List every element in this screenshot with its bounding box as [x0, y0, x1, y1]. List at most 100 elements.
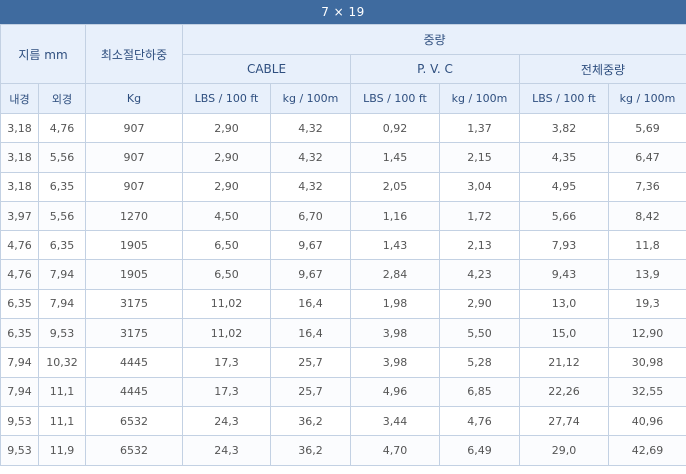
pvc-kg-cell: 2,13: [439, 230, 520, 261]
table-row: 4,76 7,94 1905 6,50 9,67 2,84 4,23 9,43 13,9: [0, 259, 686, 290]
cable-lbs-cell: 17,3: [182, 376, 271, 407]
cable-lbs-cell: 24,3: [182, 405, 271, 437]
table-row: 3,18 6,35 907 2,90 4,32 2,05 3,04 4,95 7,36: [0, 171, 686, 202]
header-total-weight: 전체중량: [518, 54, 686, 84]
header-diameter: 지름 mm: [0, 24, 86, 84]
total-kg-cell: 40,96: [607, 405, 686, 437]
total-lbs-cell: 15,0: [519, 318, 609, 349]
total-kg-cell: 42,69: [607, 435, 686, 466]
inner-diameter-cell: 7,94: [0, 376, 39, 407]
table-row: 7,94 10,32 4445 17,3 25,7 3,98 5,28 21,12 30,98: [0, 347, 686, 378]
total-lbs-cell: 5,66: [519, 200, 609, 232]
total-kg-cell: 13,9: [607, 259, 686, 290]
table-body: 3,18 4,76 907 2,90 4,32 0,92 1,37 3,82 5,69 3,18 5…: [0, 112, 686, 466]
table-row: 7,94 11,1 4445 17,3 25,7 4,96 6,85 22,26 32,55: [0, 376, 686, 407]
pvc-kg-cell: 5,50: [439, 318, 520, 349]
header-total-kg: kg / 100m: [607, 83, 686, 114]
pvc-lbs-cell: 4,70: [350, 435, 440, 466]
pvc-lbs-cell: 3,98: [350, 347, 440, 378]
pvc-lbs-cell: 1,16: [350, 200, 440, 232]
pvc-kg-cell: 6,85: [439, 376, 520, 407]
outer-diameter-cell: 4,76: [38, 112, 86, 144]
table-header: 지름 mm 최소절단하중 중량 CABLE P. V. C 전체중량 내경 외경…: [0, 24, 686, 114]
header-pvc: P. V. C: [350, 54, 520, 84]
total-kg-cell: 7,36: [607, 171, 686, 202]
pvc-kg-cell: 4,76: [439, 405, 520, 437]
min-breaking-load-cell: 3175: [85, 288, 183, 320]
inner-diameter-cell: 9,53: [0, 405, 39, 437]
outer-diameter-cell: 9,53: [38, 318, 86, 349]
pvc-lbs-cell: 0,92: [350, 112, 440, 144]
table-row: 3,97 5,56 1270 4,50 6,70 1,16 1,72 5,66 8,42: [0, 200, 686, 232]
inner-diameter-cell: 6,35: [0, 318, 39, 349]
min-breaking-load-cell: 907: [85, 142, 183, 173]
pvc-kg-cell: 2,90: [439, 288, 520, 320]
outer-diameter-cell: 6,35: [38, 230, 86, 261]
outer-diameter-cell: 11,9: [38, 435, 86, 466]
cable-kg-cell: 25,7: [270, 347, 351, 378]
cable-lbs-cell: 11,02: [182, 288, 271, 320]
min-breaking-load-cell: 6532: [85, 405, 183, 437]
total-kg-cell: 12,90: [607, 318, 686, 349]
pvc-kg-cell: 1,37: [439, 112, 520, 144]
pvc-lbs-cell: 2,84: [350, 259, 440, 290]
total-lbs-cell: 21,12: [519, 347, 609, 378]
header-total-lbs: LBS / 100 ft: [519, 83, 609, 114]
total-kg-cell: 19,3: [607, 288, 686, 320]
header-pvc-lbs: LBS / 100 ft: [350, 83, 440, 114]
cable-kg-cell: 16,4: [270, 318, 351, 349]
cable-kg-cell: 16,4: [270, 288, 351, 320]
total-lbs-cell: 27,74: [519, 405, 609, 437]
cable-kg-cell: 9,67: [270, 230, 351, 261]
pvc-kg-cell: 3,04: [439, 171, 520, 202]
cable-lbs-cell: 2,90: [182, 171, 271, 202]
total-lbs-cell: 29,0: [519, 435, 609, 466]
cable-lbs-cell: 6,50: [182, 230, 271, 261]
table-row: 3,18 4,76 907 2,90 4,32 0,92 1,37 3,82 5,69: [0, 112, 686, 144]
header-inner-diameter: 내경: [0, 83, 39, 114]
pvc-kg-cell: 2,15: [439, 142, 520, 173]
min-breaking-load-cell: 907: [85, 112, 183, 144]
header-min-breaking-load: 최소절단하중: [85, 24, 183, 84]
cable-lbs-cell: 24,3: [182, 435, 271, 466]
cable-kg-cell: 6,70: [270, 200, 351, 232]
total-kg-cell: 11,8: [607, 230, 686, 261]
inner-diameter-cell: 3,18: [0, 142, 39, 173]
header-unit-kg: Kg: [85, 83, 183, 114]
cable-kg-cell: 25,7: [270, 376, 351, 407]
cable-lbs-cell: 6,50: [182, 259, 271, 290]
min-breaking-load-cell: 1270: [85, 200, 183, 232]
inner-diameter-cell: 9,53: [0, 435, 39, 466]
table-row: 9,53 11,9 6532 24,3 36,2 4,70 6,49 29,0 42,69: [0, 435, 686, 466]
total-kg-cell: 6,47: [607, 142, 686, 173]
cable-kg-cell: 4,32: [270, 112, 351, 144]
spec-table: 지름 mm 최소절단하중 중량 CABLE P. V. C 전체중량 내경 외경…: [0, 24, 686, 466]
outer-diameter-cell: 5,56: [38, 200, 86, 232]
min-breaking-load-cell: 3175: [85, 318, 183, 349]
header-cable-kg: kg / 100m: [270, 83, 351, 114]
total-kg-cell: 32,55: [607, 376, 686, 407]
header-weight: 중량: [181, 24, 686, 55]
min-breaking-load-cell: 1905: [85, 230, 183, 261]
total-lbs-cell: 9,43: [519, 259, 609, 290]
cable-kg-cell: 4,32: [270, 142, 351, 173]
pvc-lbs-cell: 1,45: [350, 142, 440, 173]
cable-lbs-cell: 4,50: [182, 200, 271, 232]
table-title: 7 × 19: [0, 0, 686, 24]
pvc-kg-cell: 6,49: [439, 435, 520, 466]
outer-diameter-cell: 6,35: [38, 171, 86, 202]
table-row: 6,35 9,53 3175 11,02 16,4 3,98 5,50 15,0 12,90: [0, 318, 686, 349]
pvc-lbs-cell: 1,43: [350, 230, 440, 261]
pvc-lbs-cell: 2,05: [350, 171, 440, 202]
pvc-kg-cell: 4,23: [439, 259, 520, 290]
cable-kg-cell: 4,32: [270, 171, 351, 202]
header-pvc-kg: kg / 100m: [439, 83, 520, 114]
inner-diameter-cell: 3,97: [0, 200, 39, 232]
total-kg-cell: 8,42: [607, 200, 686, 232]
min-breaking-load-cell: 6532: [85, 435, 183, 466]
inner-diameter-cell: 3,18: [0, 171, 39, 202]
total-kg-cell: 30,98: [607, 347, 686, 378]
table-row: 9,53 11,1 6532 24,3 36,2 3,44 4,76 27,74 40,96: [0, 405, 686, 437]
pvc-lbs-cell: 1,98: [350, 288, 440, 320]
